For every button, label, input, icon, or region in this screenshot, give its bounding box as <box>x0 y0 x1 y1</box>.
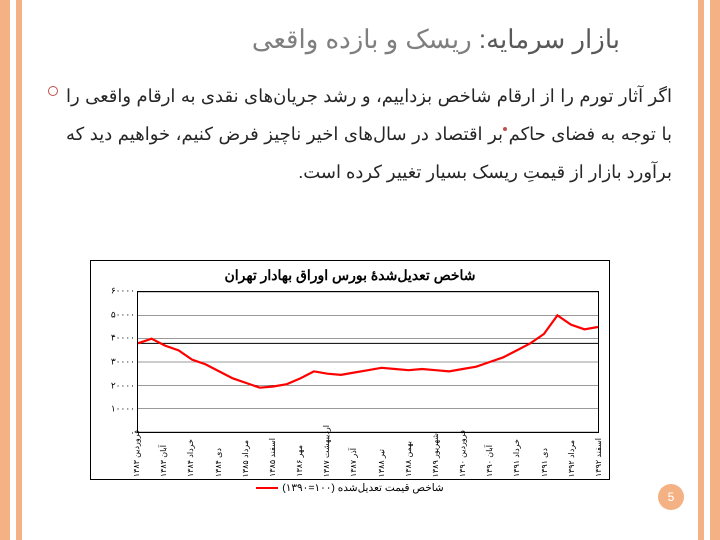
slide: بازار سرمایه: ریسک و بازده واقعی اگر آثا… <box>0 0 720 540</box>
chart-y-axis-labels: ۰۱۰۰۰۰۲۰۰۰۰۳۰۰۰۰۴۰۰۰۰۵۰۰۰۰۶۰۰۰۰ <box>97 291 135 433</box>
x-tick-label: مرداد ۱۳۹۲ <box>567 440 576 477</box>
x-tick-label: آبان ۱۳۹۰ <box>485 445 494 477</box>
accent-border-right <box>698 0 720 540</box>
y-tick-label: ۵۰۰۰۰ <box>111 309 135 320</box>
chart-container: شاخص تعدیل‌شدهٔ بورس اوراق بهادار تهران … <box>90 260 610 480</box>
x-tick-label: آبان ۱۳۸۳ <box>159 445 168 477</box>
title-strong: بازار سرمایه: <box>479 24 620 54</box>
chart-x-axis-labels: فروردین ۱۳۸۳آبان ۱۳۸۳خرداد ۱۳۸۴دی ۱۳۸۴مر… <box>137 433 599 479</box>
accent-border-left <box>0 0 22 540</box>
body-text: اگر آثار تورم را از ارقام شاخص بزداییم، … <box>48 78 672 191</box>
x-tick-label: آذر ۱۳۸۷ <box>349 448 358 477</box>
y-tick-label: ۱۰۰۰۰ <box>111 404 135 415</box>
laser-pointer-dot <box>503 127 507 131</box>
x-tick-label: دی ۱۳۹۱ <box>540 448 549 477</box>
chart-svg <box>138 292 598 432</box>
x-tick-label: شهریور ۱۳۸۹ <box>431 433 440 477</box>
x-tick-label: خرداد ۱۳۸۴ <box>186 439 195 477</box>
x-tick-label: مهر ۱۳۸۶ <box>295 445 304 477</box>
x-tick-label: دی ۱۳۸۴ <box>214 448 223 477</box>
x-tick-label: اسفند ۱۳۹۲ <box>594 438 603 477</box>
chart-legend-text: شاخص قیمت تعدیل‌شده (۱۰۰=۱۳۹۰) <box>90 482 610 494</box>
title-rest: ریسک و بازده واقعی <box>252 24 479 54</box>
chart-series-line <box>138 315 598 387</box>
page-number-badge: 5 <box>658 484 684 510</box>
x-tick-label: بهمن ۱۳۸۸ <box>404 441 413 477</box>
y-tick-label: ۲۰۰۰۰ <box>111 380 135 391</box>
y-tick-label: ۳۰۰۰۰ <box>111 357 135 368</box>
bullet-icon <box>48 78 58 106</box>
x-tick-label: تیر ۱۳۸۸ <box>377 449 386 477</box>
chart-title: شاخص تعدیل‌شدهٔ بورس اوراق بهادار تهران <box>91 261 609 286</box>
y-tick-label: ۴۰۰۰۰ <box>111 333 135 344</box>
x-tick-label: مرداد ۱۳۸۵ <box>241 440 250 477</box>
x-tick-label: خرداد ۱۳۹۱ <box>512 439 521 477</box>
chart-gridlines <box>138 292 598 432</box>
chart-plot-area <box>137 291 599 433</box>
x-tick-label: اسفند ۱۳۸۵ <box>268 438 277 477</box>
page-number: 5 <box>668 490 675 504</box>
slide-title: بازار سرمایه: ریسک و بازده واقعی <box>60 24 620 55</box>
x-tick-label: اردیبهشت ۱۳۸۷ <box>322 425 331 477</box>
y-tick-label: ۶۰۰۰۰ <box>111 286 135 297</box>
x-tick-label: فروردین ۱۳۸۳ <box>132 430 141 477</box>
paragraph: اگر آثار تورم را از ارقام شاخص بزداییم، … <box>66 78 672 191</box>
x-tick-label: فروردین ۱۳۹۰ <box>458 430 467 477</box>
